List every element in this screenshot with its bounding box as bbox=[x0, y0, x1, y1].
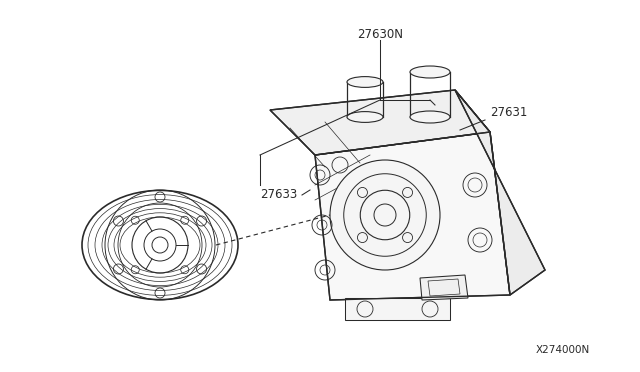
Polygon shape bbox=[315, 132, 510, 300]
Text: 27630N: 27630N bbox=[357, 28, 403, 41]
Polygon shape bbox=[455, 90, 545, 295]
Ellipse shape bbox=[410, 66, 450, 78]
Polygon shape bbox=[270, 90, 490, 155]
Polygon shape bbox=[420, 275, 468, 300]
Text: 27631: 27631 bbox=[490, 106, 527, 119]
Ellipse shape bbox=[347, 112, 383, 122]
Text: X274000N: X274000N bbox=[536, 345, 590, 355]
Text: 27633: 27633 bbox=[260, 187, 297, 201]
Polygon shape bbox=[345, 298, 450, 320]
Ellipse shape bbox=[410, 111, 450, 123]
Ellipse shape bbox=[347, 77, 383, 87]
Circle shape bbox=[330, 160, 440, 270]
